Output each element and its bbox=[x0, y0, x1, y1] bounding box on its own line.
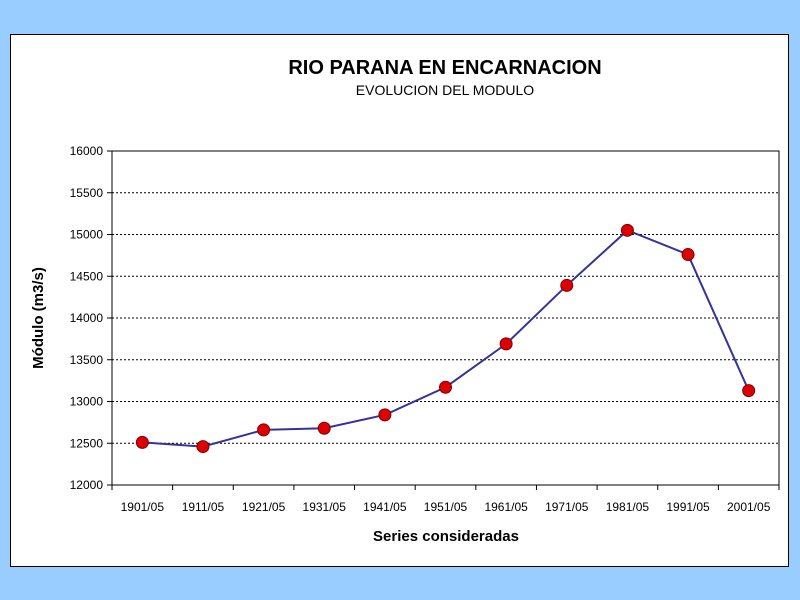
data-point bbox=[135, 435, 149, 449]
y-axis: 12000 12500 13000 13500 14000 14500 15000 15500… bbox=[70, 144, 112, 492]
y-tick-label: 15000 bbox=[70, 228, 104, 242]
x-tick-label: 1911/05 bbox=[182, 500, 225, 514]
y-tick-label: 13500 bbox=[70, 353, 104, 367]
y-tick-label: 15500 bbox=[70, 186, 104, 200]
grid-lines bbox=[112, 192, 779, 444]
x-tick-label: 1981/05 bbox=[606, 500, 650, 514]
y-tick-label: 12000 bbox=[70, 478, 104, 492]
data-point bbox=[681, 248, 695, 262]
x-tick-label: 1961/05 bbox=[484, 500, 528, 514]
data-point bbox=[378, 408, 392, 422]
data-point bbox=[560, 278, 574, 292]
x-tick-label: 1991/05 bbox=[666, 500, 710, 514]
series-line bbox=[142, 229, 750, 448]
y-tick-label: 13000 bbox=[70, 395, 104, 409]
y-tick-label: 16000 bbox=[70, 144, 104, 158]
x-tick-label: 1931/05 bbox=[303, 500, 347, 514]
chart-frame bbox=[10, 34, 789, 567]
data-point bbox=[620, 223, 634, 237]
data-point bbox=[742, 384, 756, 398]
x-tick-label: 1951/05 bbox=[424, 500, 468, 514]
y-tick-label: 14500 bbox=[70, 269, 104, 283]
data-point bbox=[499, 337, 513, 351]
x-tick-label: 1941/05 bbox=[363, 500, 407, 514]
x-axis-label: Series consideradas bbox=[373, 528, 519, 545]
x-tick-label: 1971/05 bbox=[545, 500, 589, 514]
data-point bbox=[196, 440, 210, 454]
series-group bbox=[135, 223, 756, 454]
x-tick-label: 1921/05 bbox=[242, 500, 286, 514]
y-axis-label: Módulo (m3/s) bbox=[30, 267, 47, 369]
data-point bbox=[439, 380, 452, 394]
data-point bbox=[257, 423, 271, 437]
x-tick-label: 1901/05 bbox=[121, 500, 165, 514]
chart-title: RIO PARANA EN ENCARNACION bbox=[288, 57, 601, 79]
y-tick-label: 12500 bbox=[70, 436, 104, 450]
y-tick-label: 14000 bbox=[70, 311, 104, 325]
chart-subtitle: EVOLUCION DEL MODULO bbox=[356, 82, 535, 98]
x-axis: 1901/05 1911/05 1921/05 1931/05 1941/05 1951/… bbox=[111, 485, 780, 514]
data-point bbox=[317, 421, 331, 435]
x-tick-label: 2001/05 bbox=[727, 500, 771, 514]
